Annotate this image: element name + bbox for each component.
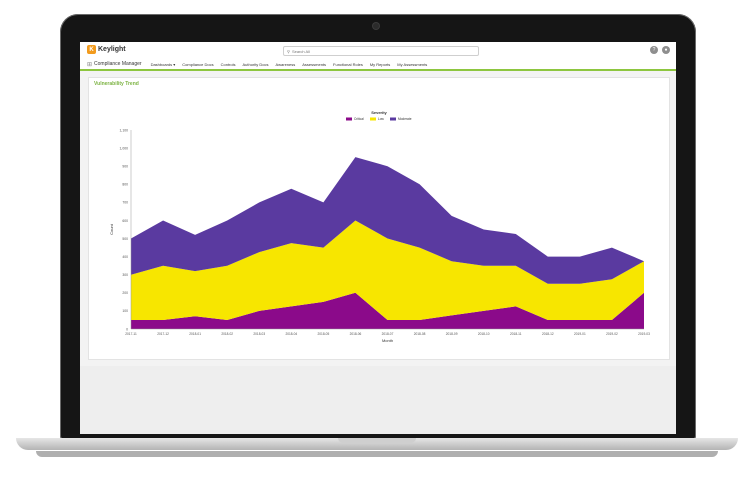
- x-tick-label: 2019-03: [638, 332, 650, 336]
- top-bar: K Keylight ⚲ ? ●: [80, 42, 676, 59]
- y-tick-label: 400: [122, 255, 128, 259]
- logo-mark-icon: K: [87, 45, 96, 54]
- y-tick-label: 500: [122, 237, 128, 241]
- nav-item-awareness[interactable]: Awareness: [275, 61, 296, 67]
- x-tick-label: 2018-08: [414, 332, 426, 336]
- laptop-shadow: [36, 451, 718, 457]
- user-icon[interactable]: ●: [662, 46, 670, 54]
- nav-item-dashboards[interactable]: Dashboards ▾: [150, 61, 176, 67]
- y-tick-label: 900: [122, 164, 128, 168]
- legend-title: Severity: [371, 110, 387, 115]
- search-icon: ⚲: [287, 48, 290, 54]
- legend-swatch-critical: [346, 117, 352, 121]
- x-tick-label: 2018-04: [285, 332, 297, 336]
- help-icon[interactable]: ?: [650, 46, 658, 54]
- nav-item-my-reports[interactable]: My Reports: [369, 61, 391, 67]
- x-tick-label: 2017-12: [157, 332, 169, 336]
- y-tick-label: 1,100: [120, 128, 129, 132]
- x-tick-label: 2018-10: [478, 332, 490, 336]
- x-tick-label: 2018-11: [510, 332, 522, 336]
- x-tick-label: 2018-06: [350, 332, 362, 336]
- legend-label-critical: Critical: [354, 117, 364, 121]
- x-tick-label: 2018-12: [542, 332, 554, 336]
- x-tick-label: 2018-03: [253, 332, 265, 336]
- screen: K Keylight ⚲ ? ● ⊞ Compliance Manager Da…: [80, 42, 676, 434]
- top-icons: ? ●: [650, 46, 670, 54]
- y-tick-label: 800: [122, 183, 128, 187]
- search-input[interactable]: [289, 48, 462, 54]
- grid-icon[interactable]: ⊞: [87, 61, 93, 68]
- legend-label-moderate: Moderate: [398, 117, 412, 121]
- camera-icon: [373, 23, 379, 29]
- x-tick-label: 2019-01: [574, 332, 586, 336]
- laptop-frame: K Keylight ⚲ ? ● ⊞ Compliance Manager Da…: [60, 14, 696, 440]
- vulnerability-trend-panel: Vulnerability Trend 0 100 200 300 400 500 600 7…: [88, 77, 670, 360]
- y-tick-label: 200: [122, 291, 128, 295]
- logo-text: Keylight: [98, 46, 126, 53]
- x-axis-title: Month: [382, 338, 393, 343]
- y-tick-label: 700: [122, 201, 128, 205]
- y-tick-label: 0: [126, 327, 128, 331]
- y-tick-label: 1,000: [120, 146, 129, 150]
- laptop-notch: [338, 438, 416, 443]
- app-name[interactable]: Compliance Manager: [94, 61, 142, 67]
- nav-item-controls[interactable]: Controls: [220, 61, 236, 67]
- x-tick-label: 2018-07: [382, 332, 394, 336]
- x-tick-label: 2018-09: [446, 332, 458, 336]
- legend-swatch-moderate: [390, 117, 396, 121]
- area-series-moderate: [131, 157, 644, 284]
- legend-swatch-low: [370, 117, 376, 121]
- nav-item-compliance-docs[interactable]: Compliance Docs: [182, 61, 214, 67]
- area-series-low: [131, 220, 644, 320]
- vulnerability-trend-chart: 0 100 200 300 400 500 600 700 800 900 1,000 1,100 20…: [109, 110, 650, 343]
- laptop-base: [16, 438, 738, 450]
- legend-label-low: Low: [378, 117, 385, 121]
- x-tick-label: 2019-02: [606, 332, 618, 336]
- y-tick-label: 100: [122, 309, 128, 313]
- nav-item-my-assessments[interactable]: My Assessments: [397, 61, 428, 67]
- search-box[interactable]: ⚲: [283, 46, 479, 56]
- x-tick-label: 2017-11: [125, 332, 137, 336]
- x-tick-label: 2018-02: [221, 332, 233, 336]
- y-tick-label: 600: [122, 219, 128, 223]
- panel-title: Vulnerability Trend: [94, 81, 139, 87]
- nav-item-authority-docs[interactable]: Authority Docs: [242, 61, 269, 67]
- empty-content-area: [80, 366, 676, 434]
- nav-item-assessments[interactable]: Assessments: [302, 61, 327, 67]
- nav-item-functional-roles[interactable]: Functional Roles: [333, 61, 363, 67]
- y-axis-title: Count: [109, 223, 114, 235]
- nav-bar: ⊞ Compliance Manager Dashboards ▾ Compli…: [80, 59, 676, 71]
- logo[interactable]: K Keylight: [87, 45, 126, 54]
- y-tick-label: 300: [122, 273, 128, 277]
- area-series-critical: [131, 292, 644, 329]
- x-tick-label: 2018-01: [189, 332, 201, 336]
- x-tick-label: 2018-05: [318, 332, 330, 336]
